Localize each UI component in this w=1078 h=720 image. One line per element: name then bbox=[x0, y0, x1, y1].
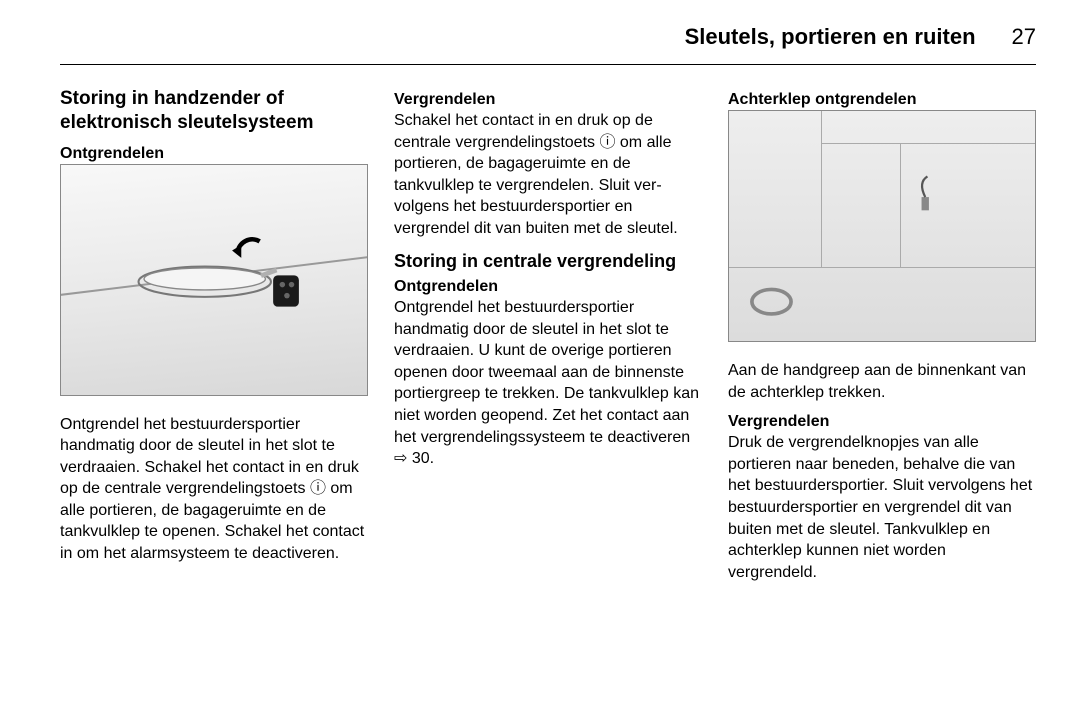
figure-tailgate-interior bbox=[728, 110, 1036, 342]
subheading-tailgate-unlock: Achterklep ontgrendelen bbox=[728, 91, 1036, 109]
tailgate-latch-illustration bbox=[913, 175, 937, 212]
section-heading-central-fault: Storing in centrale vergrendeling bbox=[394, 250, 702, 273]
paragraph-lock-3: Druk de vergrendelknopjes van alle porti… bbox=[728, 432, 1036, 583]
car-key-illustration bbox=[245, 257, 312, 312]
paragraph-unlock-2: Ontgrendel het bestuurdersportier handma… bbox=[394, 297, 702, 470]
paragraph-tailgate-pull: Aan de handgreep aan de binnenkant van d… bbox=[728, 360, 1036, 403]
manual-page: Sleutels, portieren en ruiten 27 Storing… bbox=[0, 0, 1078, 720]
subheading-unlock: Ontgrendelen bbox=[60, 145, 368, 163]
paragraph-unlock-manual: Ontgrendel het bestuurdersportier handma… bbox=[60, 414, 368, 565]
page-header: Sleutels, portieren en ruiten 27 bbox=[60, 24, 1036, 65]
column-2: Vergrendelen Schakel het contact in en d… bbox=[394, 87, 702, 593]
column-3: Achterklep ontgrendelen Aan de handgreep… bbox=[728, 87, 1036, 593]
subheading-unlock-2: Ontgrendelen bbox=[394, 278, 702, 296]
eyelet-illustration bbox=[747, 281, 796, 322]
chapter-title: Sleutels, portieren en ruiten bbox=[685, 24, 976, 50]
figure-key-in-door bbox=[60, 164, 368, 396]
paragraph-lock: Schakel het contact in en druk op de cen… bbox=[394, 110, 702, 240]
column-1: Storing in handzender of elektronisch sl… bbox=[60, 87, 368, 593]
subheading-lock: Vergrendelen bbox=[394, 91, 702, 109]
section-heading-remote-fault: Storing in handzender of elektronisch sl… bbox=[60, 87, 368, 135]
content-columns: Storing in handzender of elektronisch sl… bbox=[60, 87, 1036, 593]
subheading-lock-3: Vergrendelen bbox=[728, 413, 1036, 431]
page-number: 27 bbox=[1012, 24, 1036, 50]
